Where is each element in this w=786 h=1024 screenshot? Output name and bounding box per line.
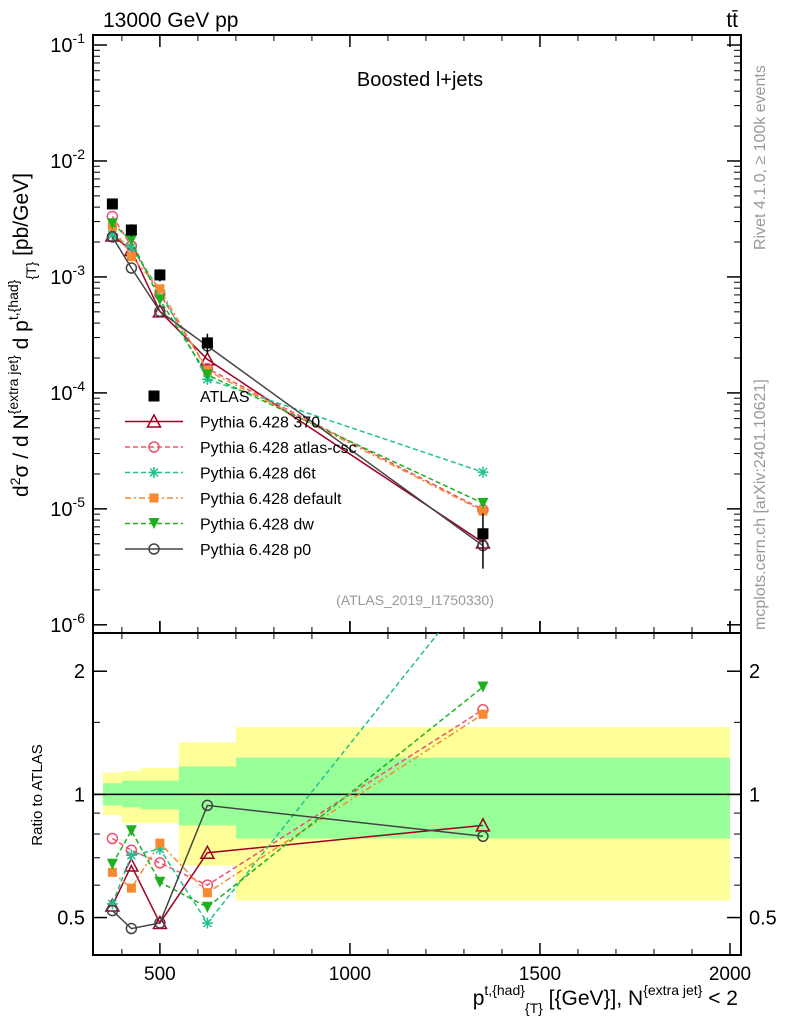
point-p0 <box>154 305 166 318</box>
y-tick-label: 10-3 <box>50 262 85 289</box>
legend-label: Pythia 6.428 370 <box>200 415 320 432</box>
legend-marker <box>149 493 159 503</box>
ratio-point-p0 <box>125 922 138 935</box>
ratio-point-370 <box>199 844 216 860</box>
point-default <box>478 506 488 516</box>
atlas-point <box>106 198 118 210</box>
series-line-d6t <box>111 234 484 473</box>
y-tick-label: 10-5 <box>50 494 85 521</box>
ratio-point-default <box>155 838 165 848</box>
ratio-point-p0 <box>154 917 166 929</box>
legend-label: Pythia 6.428 p0 <box>200 542 311 559</box>
ratio-tick-label: 0.5 <box>57 908 85 930</box>
header-left: 13000 GeV pp <box>103 9 238 32</box>
analysis-id: (ATLAS_2019_I1750330) <box>336 592 494 608</box>
legend-marker <box>148 543 160 555</box>
legend-marker <box>148 390 160 402</box>
atlas-point <box>477 528 489 540</box>
ratio-tick-label: 1 <box>749 784 760 806</box>
top-series-layer <box>104 198 491 569</box>
x-axis-label: pt,{had}{T} [{GeV}], N{extra jet} < 2 <box>473 982 738 1016</box>
y-tick-label: 10-4 <box>50 378 85 405</box>
mcplots-label: mcplots.cern.ch [arXiv:2401.10621] <box>752 379 769 630</box>
stat-uncertainty-band <box>178 766 236 826</box>
chart-title: Boosted l+jets <box>357 69 483 91</box>
stat-uncertainty-band <box>235 757 730 839</box>
x-tick-label: 1500 <box>519 964 561 985</box>
ratio-ylabel: Ratio to ATLAS <box>29 744 46 845</box>
rivet-label: Rivet 4.1.0, ≥ 100k events <box>752 65 769 250</box>
ratio-point-d6t <box>201 917 213 929</box>
point-dw <box>106 218 118 230</box>
ratio-point-dw <box>106 858 118 870</box>
x-tick-label: 500 <box>144 964 176 985</box>
series-line-p0 <box>111 236 484 547</box>
ratio-point-p0 <box>106 904 119 917</box>
ratio-point-dw <box>477 681 489 693</box>
point-d6t <box>477 466 489 478</box>
ratio-point-default <box>107 867 117 877</box>
ratio-point-dw <box>154 876 166 888</box>
legend-marker <box>148 518 160 529</box>
ratio-point-atlas-csc <box>154 857 166 869</box>
ratio-point-dw <box>201 901 213 913</box>
header-right: tt̄ <box>726 9 738 32</box>
atlas-point <box>154 269 166 281</box>
series-line-dw <box>111 223 484 504</box>
legend-label: Pythia 6.428 dw <box>200 517 314 534</box>
ratio-point-atlas-csc <box>106 832 119 845</box>
y-tick-label: 10-1 <box>50 30 85 57</box>
point-dw <box>477 497 489 509</box>
point-dw <box>201 369 213 381</box>
ratio-plot: 500 1000 1500 2000 0.5 0.5 1 1 2 2 <box>57 571 777 985</box>
ratio-point-d6t <box>106 898 118 910</box>
ratio-point-default <box>478 709 488 719</box>
svg-text:d2σ / d N{extra jet} d pt,{had: d2σ / d N{extra jet} d pt,{had}{T} [pb/G… <box>5 173 39 497</box>
legend-marker <box>148 441 160 453</box>
legend: ATLAS Pythia 6.428 370 Pythia 6.428 atlas-… <box>125 389 357 559</box>
ratio-point-default <box>202 888 212 898</box>
legend-label: Pythia 6.428 d6t <box>200 466 316 483</box>
ratio-tick-label: 0.5 <box>749 908 777 930</box>
x-tick-label: 2000 <box>709 964 751 985</box>
ratio-point-dw <box>125 825 137 837</box>
ratio-point-p0 <box>477 830 489 843</box>
point-dw <box>125 234 137 246</box>
x-tick-label: 1000 <box>329 964 371 985</box>
legend-label: ATLAS <box>200 389 250 406</box>
svg-text:pt,{had}{T} [{GeV}], N{extra j: pt,{had}{T} [{GeV}], N{extra jet} < 2 <box>473 982 738 1016</box>
ratio-point-p0 <box>201 799 214 812</box>
main-plot: 10-1 10-2 10-3 10-4 10-5 10-6 <box>50 30 742 637</box>
ratio-tick-label: 2 <box>74 661 85 683</box>
ratio-line-p0 <box>111 804 484 930</box>
ratio-series-layer <box>104 571 491 935</box>
legend-marker <box>148 467 160 478</box>
legend-label: Pythia 6.428 atlas-csc <box>200 440 357 457</box>
ratio-tick-label: 1 <box>74 784 85 806</box>
ratio-point-d6t <box>125 849 137 861</box>
ratio-point-default <box>126 883 136 893</box>
point-default <box>126 252 136 262</box>
legend-label: Pythia 6.428 default <box>200 491 342 508</box>
ratio-tick-label: 2 <box>749 661 760 683</box>
point-370 <box>199 351 216 366</box>
point-default <box>155 284 165 294</box>
y-tick-label: 10-6 <box>50 610 85 637</box>
point-d6t <box>106 229 118 241</box>
y-tick-label: 10-2 <box>50 146 85 173</box>
ratio-point-d6t <box>477 571 488 582</box>
point-p0 <box>125 262 138 274</box>
ratio-point-d6t <box>154 843 166 855</box>
y-axis-label: d2σ / d N{extra jet} d pt,{had}{T} [pb/G… <box>5 173 39 497</box>
point-d6t <box>125 241 137 253</box>
legend-marker <box>146 413 162 428</box>
atlas-point <box>201 337 213 349</box>
atlas-point <box>125 224 137 236</box>
point-p0 <box>106 231 119 243</box>
point-dw <box>154 294 166 306</box>
